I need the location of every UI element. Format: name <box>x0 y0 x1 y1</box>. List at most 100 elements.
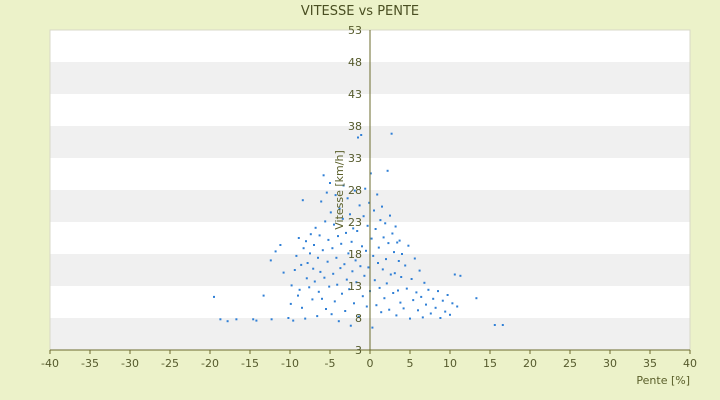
data-point <box>353 189 356 192</box>
data-point <box>456 305 459 308</box>
data-point <box>338 207 341 210</box>
data-point <box>365 305 368 308</box>
data-point <box>367 266 370 269</box>
data-point <box>423 281 426 284</box>
data-point <box>313 244 315 246</box>
data-point <box>377 262 379 264</box>
data-point <box>365 249 367 252</box>
data-point <box>360 134 363 136</box>
data-point <box>305 240 307 243</box>
x-tick-label: 15 <box>483 357 497 370</box>
data-point <box>317 290 320 293</box>
data-point <box>364 187 367 190</box>
data-point <box>333 223 335 226</box>
data-point <box>339 267 342 270</box>
data-point <box>331 247 334 250</box>
data-point <box>297 237 300 239</box>
data-point <box>475 297 478 300</box>
data-point <box>356 230 359 232</box>
data-point <box>320 200 323 203</box>
y-tick-label: 53 <box>348 24 362 37</box>
data-point <box>393 251 395 254</box>
data-point <box>312 267 315 270</box>
data-point <box>327 238 330 241</box>
data-point <box>332 272 335 275</box>
data-point <box>379 219 382 222</box>
x-tick-label: 5 <box>407 357 414 370</box>
data-point <box>344 310 347 312</box>
data-point <box>453 273 456 276</box>
data-point <box>385 282 388 285</box>
y-tick-label: 43 <box>348 88 362 101</box>
x-tick-label: 25 <box>563 357 577 370</box>
data-point <box>252 318 255 321</box>
data-points <box>213 132 504 329</box>
data-point <box>409 317 411 320</box>
data-point <box>413 257 416 260</box>
data-point <box>359 265 362 268</box>
data-point <box>378 286 381 289</box>
data-point <box>375 304 378 307</box>
data-point <box>389 214 391 217</box>
data-point <box>357 315 360 318</box>
data-point <box>290 284 293 287</box>
data-point <box>425 303 427 306</box>
data-point <box>255 319 258 322</box>
data-point <box>308 286 311 289</box>
data-point <box>274 250 277 253</box>
data-point <box>351 270 354 273</box>
y-tick-label: 8 <box>355 312 362 325</box>
data-point <box>383 297 386 300</box>
data-point <box>395 314 398 317</box>
data-point <box>380 311 383 314</box>
data-point <box>301 199 304 202</box>
data-point <box>324 220 327 223</box>
data-point <box>325 191 328 194</box>
data-point <box>382 236 385 239</box>
data-point <box>394 225 397 228</box>
data-point <box>434 306 437 309</box>
data-point <box>429 312 432 315</box>
data-point <box>300 263 303 266</box>
data-point <box>358 204 361 207</box>
data-point <box>349 324 352 327</box>
y-tick-label: 13 <box>348 280 362 293</box>
y-axis-label: Vitesse [km/h] <box>333 150 346 230</box>
data-point <box>401 253 403 255</box>
y-tick-label: 23 <box>348 216 362 229</box>
data-point <box>451 302 454 305</box>
data-point <box>357 136 359 139</box>
data-point <box>371 326 374 329</box>
data-point <box>353 302 355 305</box>
data-point <box>400 276 403 278</box>
data-point <box>449 313 451 316</box>
data-point <box>397 289 399 292</box>
data-point <box>269 259 272 262</box>
x-tick-label: -15 <box>241 357 259 370</box>
data-point <box>334 194 337 197</box>
data-point <box>279 244 282 246</box>
data-point <box>415 291 418 294</box>
data-point <box>446 294 449 296</box>
x-tick-label: -35 <box>81 357 99 370</box>
data-point <box>329 182 331 184</box>
data-point <box>372 254 375 257</box>
data-point <box>345 278 348 281</box>
data-point <box>309 252 311 255</box>
data-point <box>282 271 285 274</box>
data-point <box>398 239 401 242</box>
data-point <box>305 277 308 280</box>
data-point <box>393 272 396 275</box>
x-tick-label: -30 <box>121 357 139 370</box>
data-point <box>348 288 351 291</box>
data-point <box>369 172 372 175</box>
data-point <box>361 295 364 298</box>
data-point <box>343 263 346 266</box>
y-tick-label: 3 <box>355 344 362 357</box>
x-tick-label: -5 <box>325 357 336 370</box>
data-point <box>366 224 369 227</box>
data-point <box>311 298 314 301</box>
data-point <box>373 279 376 282</box>
x-tick-label: -25 <box>161 357 179 370</box>
